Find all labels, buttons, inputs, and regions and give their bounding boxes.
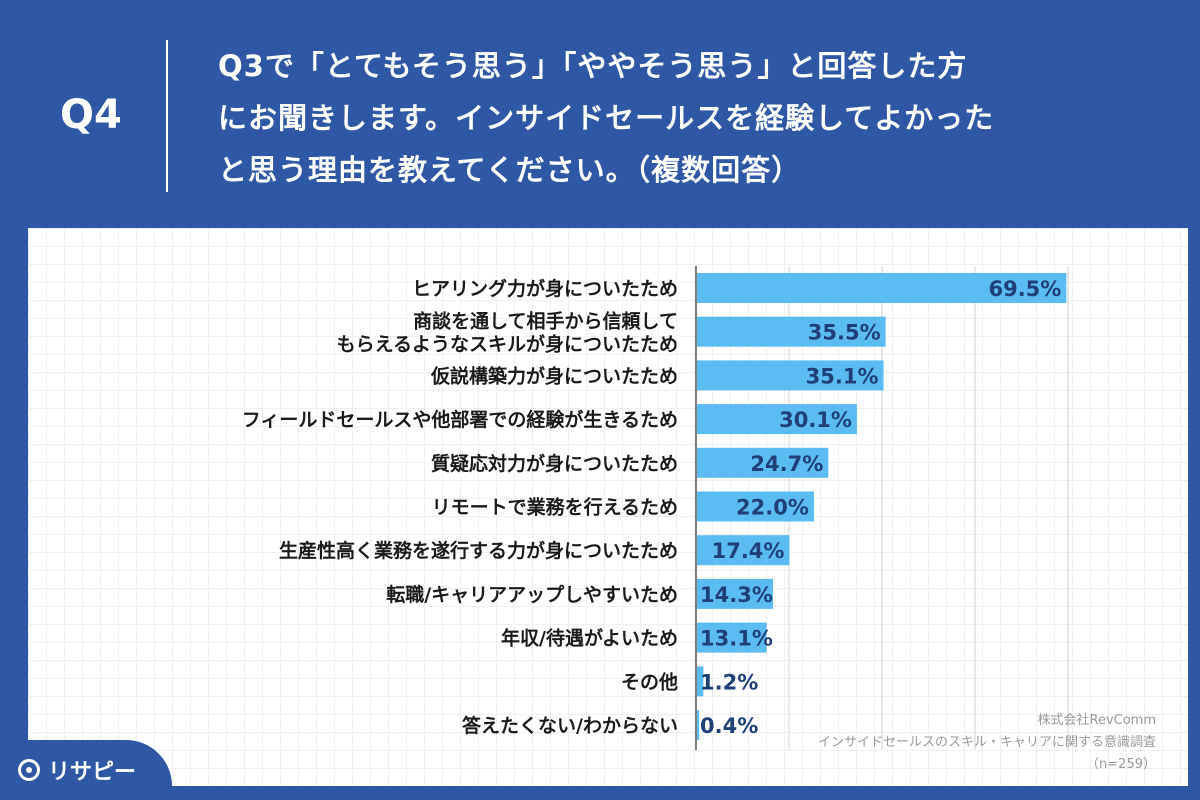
question-number: Q4 xyxy=(60,92,122,138)
source-sample: （n=259） xyxy=(1086,757,1156,772)
value-label: 14.3% xyxy=(700,583,773,607)
category-label: 質疑応対力が身についたため xyxy=(431,452,678,475)
category-label: リモートで業務を行えるため xyxy=(432,496,678,519)
value-label: 22.0% xyxy=(736,496,809,520)
bar xyxy=(697,404,857,435)
question-line: Q3で「とてもそう思う」「ややそう思う」と回答した方 xyxy=(218,49,968,83)
bar xyxy=(697,273,1067,303)
source-company: 株式会社RevComm xyxy=(1037,713,1157,728)
source-note: 株式会社RevComm インサイドセールスのスキル・キャリアに関する意識調査 （… xyxy=(818,710,1156,776)
bar xyxy=(697,447,829,478)
value-label: 1.2% xyxy=(700,670,758,694)
question-text: Q3で「とてもそう思う」「ややそう思う」と回答した方 にお聞きします。インサイド… xyxy=(218,40,1148,196)
question-line: にお聞きします。インサイドセールスを経験してよかった xyxy=(218,101,995,135)
header-divider xyxy=(166,40,168,192)
value-label: 24.7% xyxy=(750,452,823,476)
category-label: 年収/待遇がよいため xyxy=(501,627,678,650)
value-label: 0.4% xyxy=(700,714,758,738)
header: Q4 Q3で「とてもそう思う」「ややそう思う」と回答した方 にお聞きします。イン… xyxy=(0,0,1200,230)
category-label: その他 xyxy=(621,670,678,693)
value-label: 35.5% xyxy=(808,321,881,345)
category-label: 商談を通して相手から信頼して xyxy=(413,310,678,333)
category-label: 仮説構築力が身についたため xyxy=(430,364,678,387)
category-label: 生産性高く業務を遂行する力が身についたため xyxy=(279,539,678,562)
chart-panel: ヒアリング力が身についたため 69.5% 商談を通して相手から信頼して もらえるような… xyxy=(28,228,1188,786)
bar xyxy=(697,578,773,609)
bar xyxy=(697,622,767,653)
category-label: 転職/キャリアアップしやすいため xyxy=(386,583,678,606)
bar-chart: ヒアリング力が身についたため 69.5% 商談を通して相手から信頼してもらえるような… xyxy=(242,266,1069,750)
value-label: 30.1% xyxy=(779,408,852,432)
category-label: 答えたくない/わからない xyxy=(462,714,678,737)
category-label: フィールドセールスや他部署での経験が生きるため xyxy=(242,408,678,431)
location-pin-icon xyxy=(18,759,40,781)
value-label: 13.1% xyxy=(700,627,773,651)
bar xyxy=(697,666,704,697)
bar xyxy=(697,360,884,391)
question-line: と思う理由を教えてください。（複数回答） xyxy=(218,153,802,187)
category-label: もらえるようなスキルが身についたため xyxy=(337,333,678,356)
value-label: 35.1% xyxy=(806,364,879,388)
source-survey: インサイドセールスのスキル・キャリアに関する意識調査 xyxy=(817,735,1156,750)
bar xyxy=(697,316,886,347)
brand-logo: リサピー xyxy=(0,740,172,800)
bar xyxy=(697,491,814,522)
bar xyxy=(697,710,700,740)
value-label: 69.5% xyxy=(988,277,1061,301)
bar xyxy=(697,535,790,566)
brand-name: リサピー xyxy=(48,760,137,785)
value-label: 17.4% xyxy=(712,539,785,563)
category-label: ヒアリング力が身についたため xyxy=(412,277,678,300)
